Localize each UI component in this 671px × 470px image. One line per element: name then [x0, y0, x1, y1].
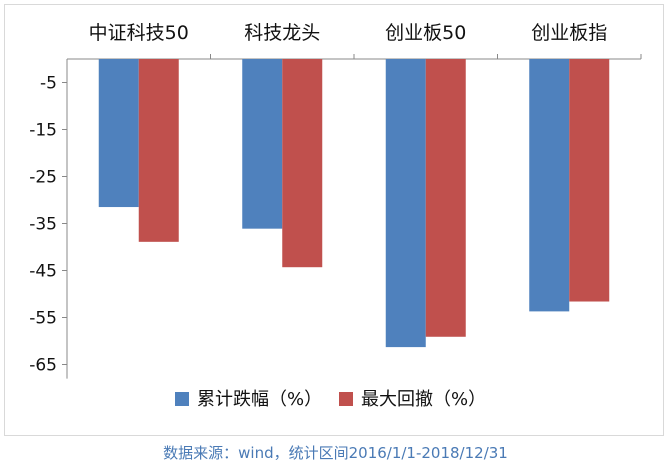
category-label: 中证科技50: [89, 22, 189, 44]
y-tick-label: -15: [29, 121, 57, 141]
category-label: 创业板指: [531, 22, 607, 44]
y-tick-label: -35: [29, 215, 57, 235]
y-tick-label: -45: [29, 262, 57, 282]
bar-cumulative-decline: [529, 59, 570, 312]
y-tick-label: -55: [29, 309, 57, 329]
category-label: 科技龙头: [244, 22, 320, 44]
legend-swatch: [175, 392, 189, 406]
bar-cumulative-decline: [242, 59, 283, 229]
legend-label: 累计跌幅（%）: [197, 389, 322, 410]
y-tick-label: -65: [29, 356, 57, 376]
bar-max-drawdown: [138, 59, 179, 242]
legend-label: 最大回撤（%）: [361, 389, 486, 410]
bar-cumulative-decline: [385, 59, 426, 348]
source-note: 数据来源：wind，统计区间2016/1/1-2018/12/31: [163, 444, 508, 462]
bar-cumulative-decline: [98, 59, 139, 208]
category-label: 创业板50: [385, 22, 466, 44]
bar-chart: -5 -15 -25 -35 -45 -55 -65 中证科技50 科技龙头 创业板50 创业板指累…: [29, 22, 642, 410]
y-tick-label: -25: [29, 168, 57, 188]
legend-swatch: [339, 392, 353, 406]
y-tick-label: -5: [40, 74, 57, 94]
bar-max-drawdown: [425, 59, 466, 337]
chart-frame: -5 -15 -25 -35 -45 -55 -65 中证科技50 科技龙头 创业板50 创业板指累…: [4, 4, 664, 436]
bar-max-drawdown: [282, 59, 323, 268]
bar-max-drawdown: [569, 59, 610, 302]
